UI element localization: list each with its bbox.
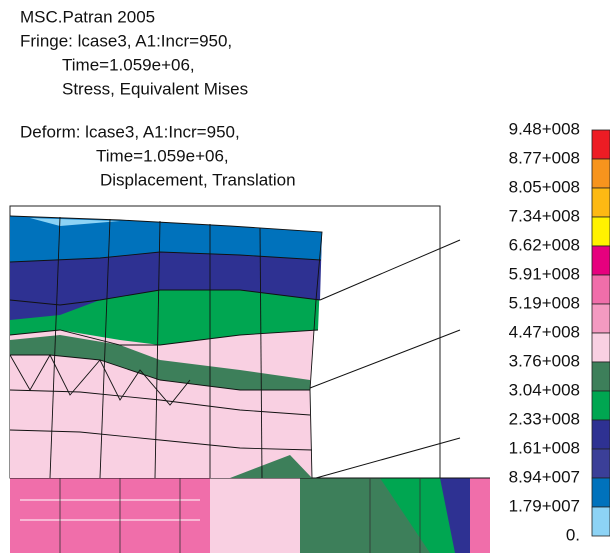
legend-label: 3.76+008 (509, 351, 580, 370)
legend-swatch (592, 362, 610, 391)
legend-label: 5.91+008 (509, 264, 580, 283)
legend-swatch (592, 130, 610, 159)
legend-swatch (592, 391, 610, 420)
legend: 9.48+008 8.77+008 8.05+008 7.34+008 6.62+008… (509, 119, 610, 544)
legend-label: 4.47+008 (509, 322, 580, 341)
model-view (10, 206, 490, 553)
legend-swatch (592, 507, 610, 536)
screen: MSC.Patran 2005 Fringe: lcase3, A1:Incr=… (0, 0, 610, 553)
fringe-line: Stress, Equivalent Mises (62, 79, 248, 98)
legend-label: 7.34+008 (509, 206, 580, 225)
legend-swatch (592, 304, 610, 333)
deform-line: Deform: lcase3, A1:Incr=950, (20, 122, 240, 141)
legend-label: 8.94+007 (509, 467, 580, 486)
deform-line: Time=1.059e+06, (96, 146, 229, 165)
legend-label: 2.33+008 (509, 409, 580, 428)
legend-label: 1.61+008 (509, 438, 580, 457)
legend-label: 8.77+008 (509, 148, 580, 167)
fringe-line: Time=1.059e+06, (62, 55, 195, 74)
fringe-line: Fringe: lcase3, A1:Incr=950, (20, 31, 232, 50)
legend-swatch (592, 246, 610, 275)
legend-label: 8.05+008 (509, 177, 580, 196)
legend-label: 6.62+008 (509, 235, 580, 254)
legend-swatch (592, 449, 610, 478)
legend-label: 5.19+008 (509, 293, 580, 312)
legend-label: 3.04+008 (509, 380, 580, 399)
legend-label: 0. (566, 525, 580, 544)
title: MSC.Patran 2005 (20, 7, 155, 26)
deform-line: Displacement, Translation (100, 170, 296, 189)
legend-swatch (592, 275, 610, 304)
legend-swatch (592, 188, 610, 217)
legend-label: 9.48+008 (509, 119, 580, 138)
legend-swatch (592, 333, 610, 362)
legend-swatch (592, 217, 610, 246)
legend-swatch (592, 478, 610, 507)
legend-swatch (592, 420, 610, 449)
header: MSC.Patran 2005 Fringe: lcase3, A1:Incr=… (20, 7, 296, 189)
legend-swatch (592, 159, 610, 188)
legend-label: 1.79+007 (509, 496, 580, 515)
